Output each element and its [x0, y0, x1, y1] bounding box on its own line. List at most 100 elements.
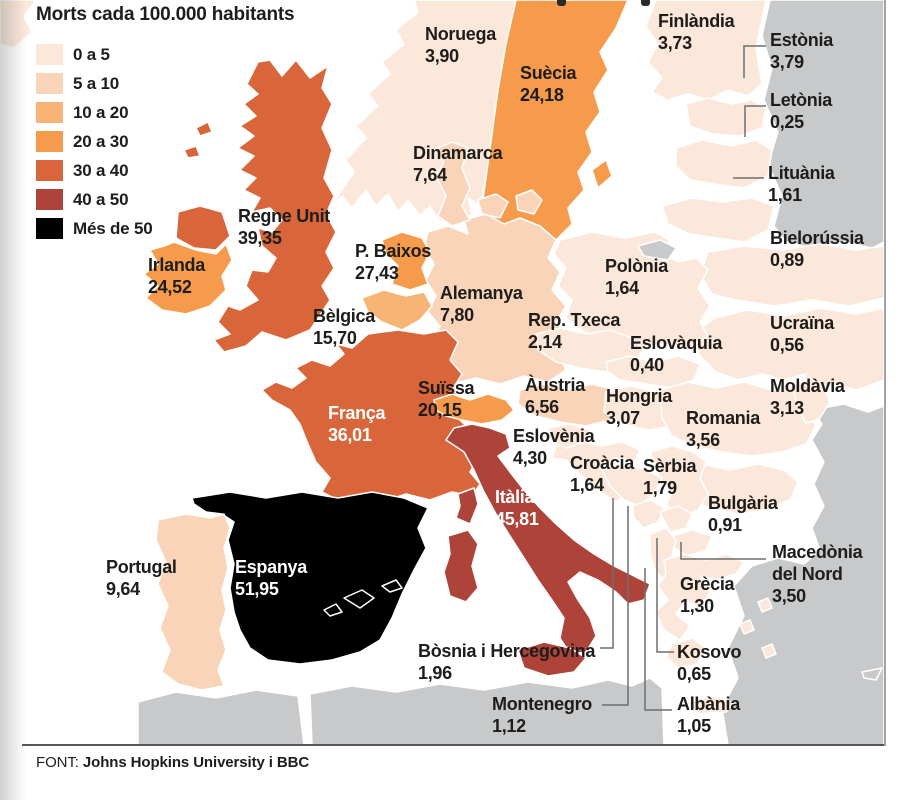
region-dinamarca: [433, 141, 471, 227]
country-value: 45,81: [495, 509, 539, 529]
country-value: 4,30: [513, 448, 547, 468]
country-value: 2,14: [528, 332, 562, 352]
country-label-suecia: Suècia 24,18: [520, 62, 577, 106]
country-value: 3,50: [772, 586, 806, 606]
region-belgica: [361, 289, 433, 331]
cropped-title-fragment: [557, 0, 566, 6]
region-moldavia: [791, 377, 831, 425]
country-label-irlanda: Irlanda 24,52: [148, 254, 205, 298]
country-value: 3,79: [770, 52, 804, 72]
leader-line-letonia: [744, 105, 766, 137]
country-name: Suècia: [520, 63, 577, 83]
region-corner-fragment: [0, 0, 37, 49]
country-value: 3,90: [425, 46, 459, 66]
country-name: Dinamarca: [413, 143, 503, 163]
leader-line-macedonia: [680, 542, 766, 560]
legend-row: 10 a 20: [36, 102, 152, 123]
country-name: Macedònia: [772, 542, 863, 562]
region-gran-bretanya: [213, 59, 337, 353]
country-label-montenegro: Montenegro 1,12: [492, 693, 592, 737]
cropped-title-fragment: [641, 0, 650, 6]
region-bosnia: [601, 463, 663, 507]
page-title: Morts cada 100.000 habitants: [36, 4, 295, 25]
country-label-macedonia: Macedònia del Nord 3,50: [772, 541, 863, 607]
country-label-regne_unit: Regne Unit 39,35: [238, 205, 330, 249]
country-name: Àustria: [525, 375, 585, 395]
country-value: 0,91: [708, 515, 742, 535]
country-value: 6,56: [525, 397, 559, 417]
region-estonia: [685, 97, 767, 137]
region-russia-nodata: [761, 0, 885, 249]
country-name: França: [328, 403, 386, 423]
country-name: Lituània: [768, 163, 835, 183]
legend-label: 0 a 5: [73, 44, 110, 64]
region-italia: [445, 423, 651, 655]
country-label-belgica: Bèlgica 15,70: [313, 305, 375, 349]
country-name: Suïssa: [418, 378, 475, 398]
region-eslovenia: [547, 423, 591, 449]
country-label-bielorussia: Bielorússia 0,89: [770, 227, 864, 271]
country-name: Estònia: [770, 30, 833, 50]
country-name: Romania: [686, 408, 760, 428]
country-name: Hongria: [606, 386, 672, 406]
country-label-ucraina: Ucraïna 0,56: [770, 312, 834, 356]
region-suissa: [433, 393, 515, 425]
region-grecia-island: [757, 597, 773, 613]
country-value: 1,30: [680, 596, 714, 616]
country-label-bosnia: Bòsnia i Hercegovina 1,96: [418, 640, 595, 684]
country-label-noruega: Noruega 3,90: [425, 23, 496, 67]
country-value: 1,79: [643, 478, 677, 498]
legend-row: 0 a 5: [36, 44, 152, 65]
region-dinamarca-island: [477, 193, 509, 219]
country-label-austria: Àustria 6,56: [525, 374, 585, 418]
country-label-lituania: Lituània 1,61: [768, 162, 835, 206]
region-p-baixos: [381, 231, 431, 291]
country-label-espanya: Espanya 51,95: [235, 556, 307, 600]
country-name: Moldàvia: [770, 376, 845, 396]
region-kosovo: [659, 505, 693, 533]
country-name: Alemanya: [440, 283, 523, 303]
country-label-romania: Romania 3,56: [686, 407, 760, 451]
leader-line-kosovo: [656, 538, 674, 653]
source-prefix: FONT:: [36, 754, 79, 771]
region-montenegro: [631, 499, 665, 529]
country-name: del Nord: [772, 564, 843, 584]
region-sicilia: [517, 641, 587, 677]
country-label-finlandia: Finlàndia 3,73: [658, 10, 735, 54]
legend-row: 5 a 10: [36, 73, 152, 94]
legend-swatch: [36, 189, 63, 210]
region-portugal: [155, 513, 231, 691]
region-gotland: [591, 159, 613, 189]
country-name: Bòsnia i Hercegovina: [418, 641, 596, 661]
country-label-eslovaquia: Eslovàquia 0,40: [630, 332, 722, 376]
legend-swatch: [36, 44, 63, 65]
country-value: 0,25: [770, 112, 804, 132]
country-name: Espanya: [235, 557, 307, 577]
country-name: Noruega: [425, 24, 496, 44]
legend: 0 a 5 5 a 10 10 a 20 20 a 30 30 a 40 40 a 50 M…: [36, 44, 153, 247]
country-label-croacia: Croàcia 1,64: [570, 452, 634, 496]
region-hebrides: [183, 145, 201, 159]
footer-divider: [22, 744, 884, 746]
region-irlanda-nord: [175, 205, 231, 251]
country-value: 20,15: [418, 400, 462, 420]
country-name: Kosovo: [677, 642, 742, 662]
country-name: Regne Unit: [238, 206, 331, 226]
country-value: 24,18: [520, 85, 564, 105]
country-value: 0,56: [770, 335, 804, 355]
region-mallorca: [343, 589, 375, 609]
region-hebrides: [195, 121, 213, 137]
country-value: 7,64: [413, 165, 447, 185]
country-name: Albània: [677, 694, 740, 714]
region-grecia-peloponnese: [665, 637, 707, 669]
country-label-letonia: Letònia 0,25: [770, 89, 832, 133]
region-eslovaquia: [605, 355, 701, 389]
leader-line-montenegro: [602, 506, 629, 706]
leader-line-bosnia: [600, 498, 614, 649]
source-note: FONT: Johns Hopkins University i BBC: [36, 754, 309, 771]
region-polonia: [553, 231, 711, 349]
region-algeria-nodata: [309, 677, 665, 746]
country-value: 9,64: [106, 579, 140, 599]
country-name: Letònia: [770, 90, 832, 110]
region-macedonia: [671, 529, 713, 557]
